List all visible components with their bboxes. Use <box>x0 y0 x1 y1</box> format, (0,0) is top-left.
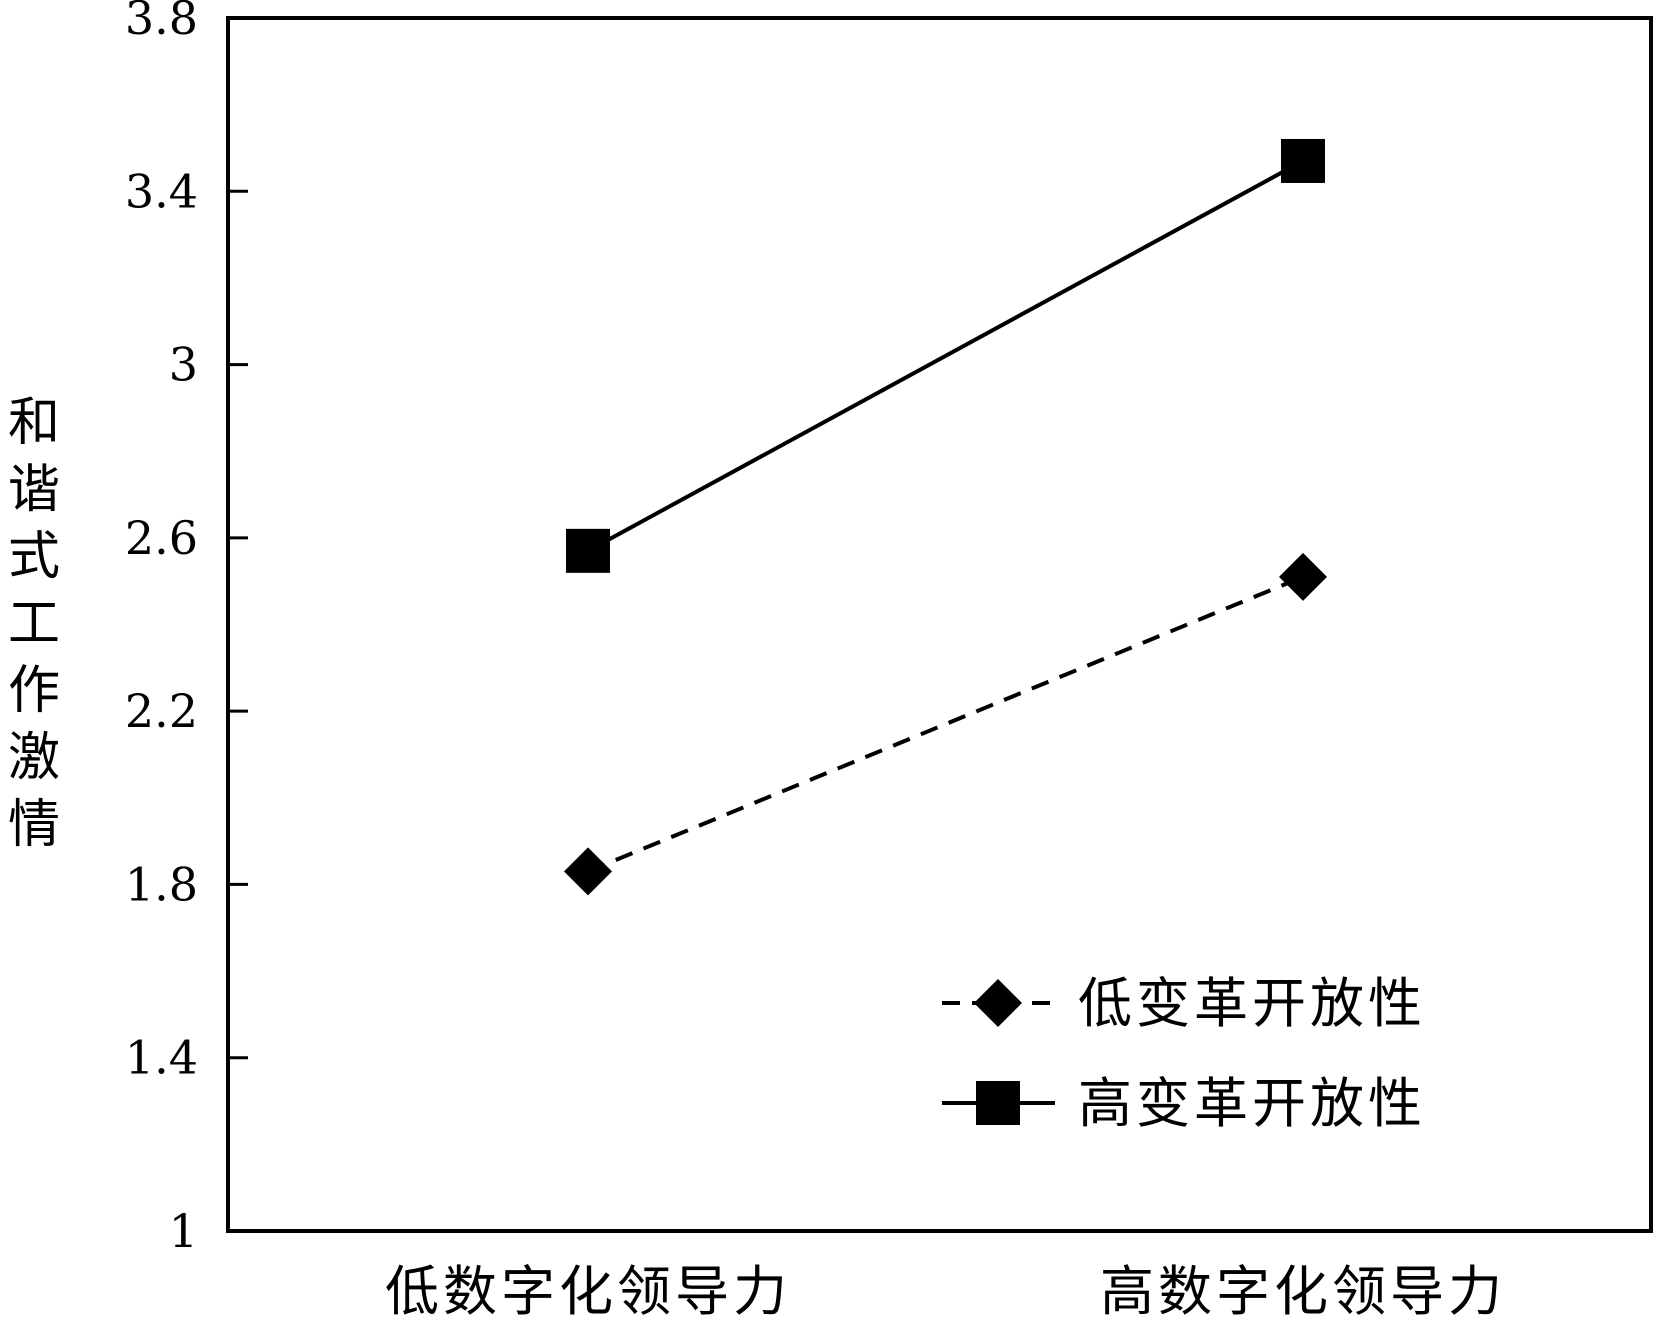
legend-marker-diamond <box>974 979 1022 1027</box>
plot-area-frame <box>226 16 1653 1233</box>
data-point-diamond <box>1279 552 1327 601</box>
y-tick-label: 3.4 <box>125 164 198 218</box>
y-axis-label-char: 谐 <box>8 460 60 520</box>
y-axis-label-char: 作 <box>8 661 60 721</box>
y-axis-label-char: 工 <box>8 594 60 654</box>
series-line <box>587 574 1304 874</box>
y-axis-label-char: 式 <box>8 527 60 587</box>
x-axis-ticks: 低数字化领导力 高数字化领导力 <box>385 1260 1506 1323</box>
series-line <box>587 159 1304 553</box>
y-tick-label: 1.4 <box>125 1031 198 1085</box>
x-tick-label: 低数字化领导力 <box>385 1260 791 1323</box>
data-point-square <box>566 528 610 573</box>
x-tick-label: 高数字化领导力 <box>1100 1260 1506 1323</box>
y-tick-label: 1.8 <box>125 857 198 911</box>
y-tick-label: 3 <box>169 338 198 392</box>
data-point-square <box>1281 138 1325 183</box>
y-tick-label: 1 <box>169 1204 198 1258</box>
y-axis-label-char: 激 <box>8 728 60 788</box>
y-axis-ticks: 1 1.4 1.8 2.2 2.6 3 3.4 3.8 <box>125 0 248 1258</box>
series-layer <box>564 138 1327 896</box>
data-point-diamond <box>564 847 612 896</box>
y-axis-label-char: 和 <box>8 393 60 453</box>
y-tick-label: 2.6 <box>125 511 198 565</box>
legend-marker-square <box>976 1081 1020 1125</box>
y-tick-label: 2.2 <box>125 684 198 738</box>
legend-label: 高变革开放性 <box>1078 1072 1426 1135</box>
y-tick-label: 3.8 <box>125 0 198 45</box>
legend-label: 低变革开放性 <box>1078 972 1426 1035</box>
y-axis-label-char: 情 <box>8 795 60 855</box>
